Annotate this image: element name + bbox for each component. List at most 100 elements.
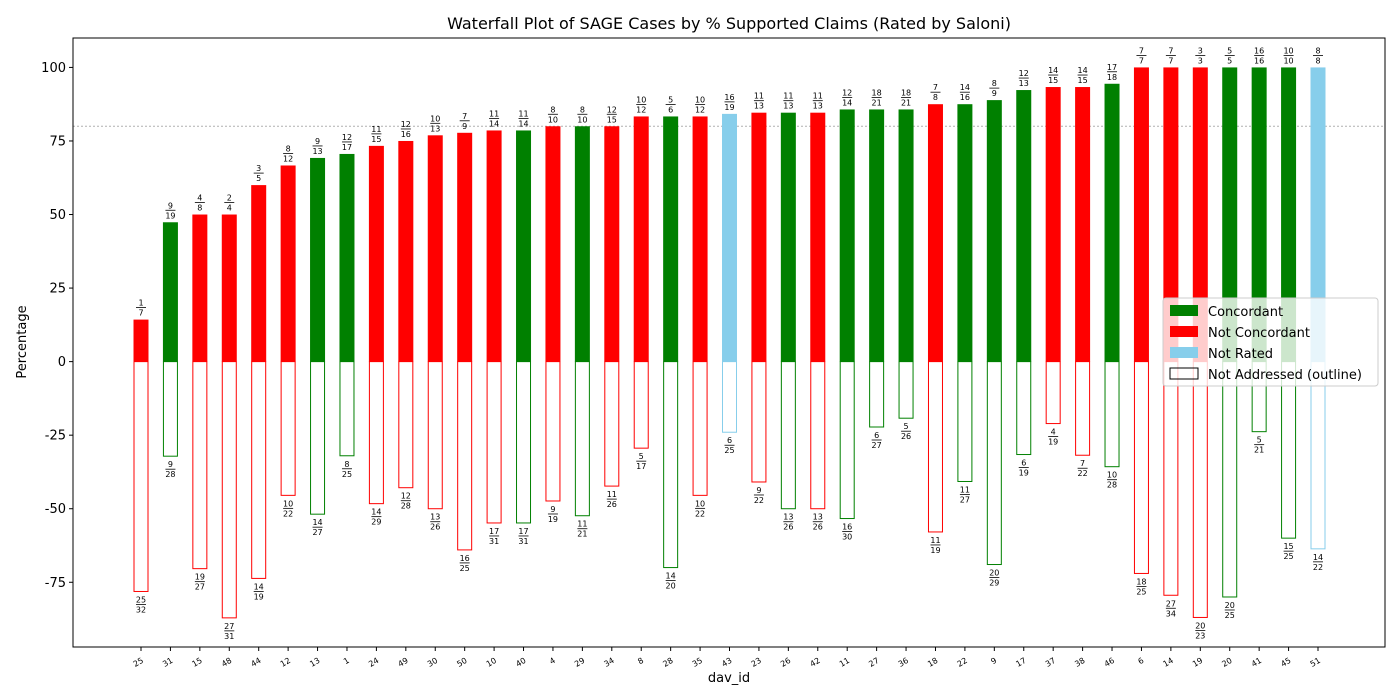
not-addressed-label-9-denominator: 29 [989,579,999,588]
not-addressed-bar-17 [1016,361,1032,456]
not-addressed-label-11-numerator: 16 [842,523,852,532]
x-tick-label-45: 45 [1279,656,1292,669]
not-addressed-bar-23 [751,361,767,483]
not-addressed-label-35-numerator: 10 [695,499,705,508]
supported-label-28: 56 [665,95,676,114]
not-addressed-bar-42 [810,361,826,510]
supported-label-48: 24 [224,194,235,213]
not-addressed-label-44-numerator: 14 [254,582,264,591]
x-tick-label-46: 46 [1103,656,1116,669]
not-addressed-label-15-numerator: 19 [195,573,205,582]
supported-label-11-denominator: 14 [842,98,852,107]
not-addressed-bar-22 [957,361,973,482]
not-addressed-label-45-numerator: 15 [1283,542,1293,551]
supported-label-46-numerator: 17 [1107,63,1117,72]
supported-label-43-denominator: 19 [724,103,734,112]
x-tick-label-24: 24 [367,656,380,669]
supported-label-4: 810 [548,105,558,124]
not-addressed-bar-50 [457,361,473,551]
not-addressed-label-28-denominator: 20 [666,582,676,591]
y-axis: -75 -50 -25 0 25 50 75 100 [41,61,73,591]
supported-bar-26 [780,112,796,362]
not-addressed-label-51-denominator: 22 [1313,563,1323,572]
x-tick-label-23: 23 [750,656,763,669]
not-addressed-label-43-denominator: 25 [724,446,734,455]
supported-label-19: 33 [1195,46,1206,65]
not-addressed-bar-49 [398,361,414,489]
supported-label-18-denominator: 8 [933,93,938,102]
not-addressed-label-45-denominator: 25 [1283,552,1293,561]
x-tick-label-8: 8 [636,656,645,666]
not-addressed-bar-31 [162,361,178,457]
not-addressed-label-25-numerator: 25 [136,595,146,604]
not-addressed-bar-30 [427,361,443,510]
not-addressed-label-41-numerator: 5 [1257,436,1262,445]
x-tick-label-11: 11 [838,656,851,669]
not-addressed-label-27-denominator: 27 [872,441,882,450]
supported-label-41-denominator: 16 [1254,56,1264,65]
not-addressed-bar-43 [722,361,737,433]
supported-bar-51 [1310,67,1326,362]
not-addressed-label-12-denominator: 22 [283,509,293,518]
not-addressed-bar-51 [1310,361,1326,550]
supported-bar-13 [310,157,326,362]
not-addressed-label-46-denominator: 28 [1107,481,1117,490]
not-addressed-label-37-denominator: 19 [1048,438,1058,447]
not-addressed-label-40-denominator: 31 [518,537,528,546]
not-addressed-bar-40 [516,361,532,524]
not-addressed-label-24-denominator: 29 [371,518,381,527]
supported-label-51-denominator: 8 [1315,56,1320,65]
y-tick-label-50: 50 [49,208,66,223]
x-tick-label-49: 49 [397,656,410,669]
supported-label-50-denominator: 9 [462,122,467,131]
x-tick-label-26: 26 [779,656,792,669]
x-tick-label-31: 31 [161,656,174,669]
supported-label-35-denominator: 12 [695,105,705,114]
legend-label-1: Not Concordant [1208,326,1310,341]
not-addressed-label-37-numerator: 4 [1051,428,1056,437]
supported-label-18: 78 [930,83,941,102]
legend: Concordant Not Concordant Not Rated Not Add… [1162,297,1379,387]
x-tick-label-13: 13 [308,656,321,669]
not-addressed-label-49-denominator: 28 [401,502,411,511]
supported-bar-48 [221,214,237,362]
x-tick-label-14: 14 [1162,656,1175,669]
not-addressed-label-42-denominator: 26 [813,523,823,532]
supported-label-29-numerator: 8 [580,105,585,114]
chart-title: Waterfall Plot of SAGE Cases by % Suppor… [447,14,1011,33]
not-addressed-label-17-numerator: 6 [1021,459,1026,468]
supported-label-6-numerator: 7 [1139,46,1144,55]
legend-swatch-0 [1170,305,1198,316]
not-addressed-label-22-numerator: 11 [960,485,970,494]
not-addressed-label-41-denominator: 21 [1254,446,1264,455]
supported-label-34-denominator: 15 [607,115,617,124]
supported-label-51: 88 [1313,46,1323,65]
legend-box [1162,297,1379,387]
supported-label-36-denominator: 21 [901,98,911,107]
supported-label-35-numerator: 10 [695,95,705,104]
x-tick-label-35: 35 [691,656,704,669]
not-addressed-label-29-denominator: 21 [577,530,587,539]
not-addressed-bar-35 [692,361,708,496]
x-tick-label-36: 36 [897,656,910,669]
supported-bar-19 [1192,67,1208,362]
supported-label-19-denominator: 3 [1198,56,1203,65]
supported-bar-15 [192,214,208,362]
not-addressed-label-12-numerator: 10 [283,499,293,508]
supported-label-31-denominator: 19 [165,211,175,220]
y-tick-label--50: -50 [45,502,66,517]
not-addressed-bar-19 [1192,361,1208,618]
y-tick-label-0: 0 [58,355,66,370]
supported-label-49-denominator: 16 [401,130,411,139]
